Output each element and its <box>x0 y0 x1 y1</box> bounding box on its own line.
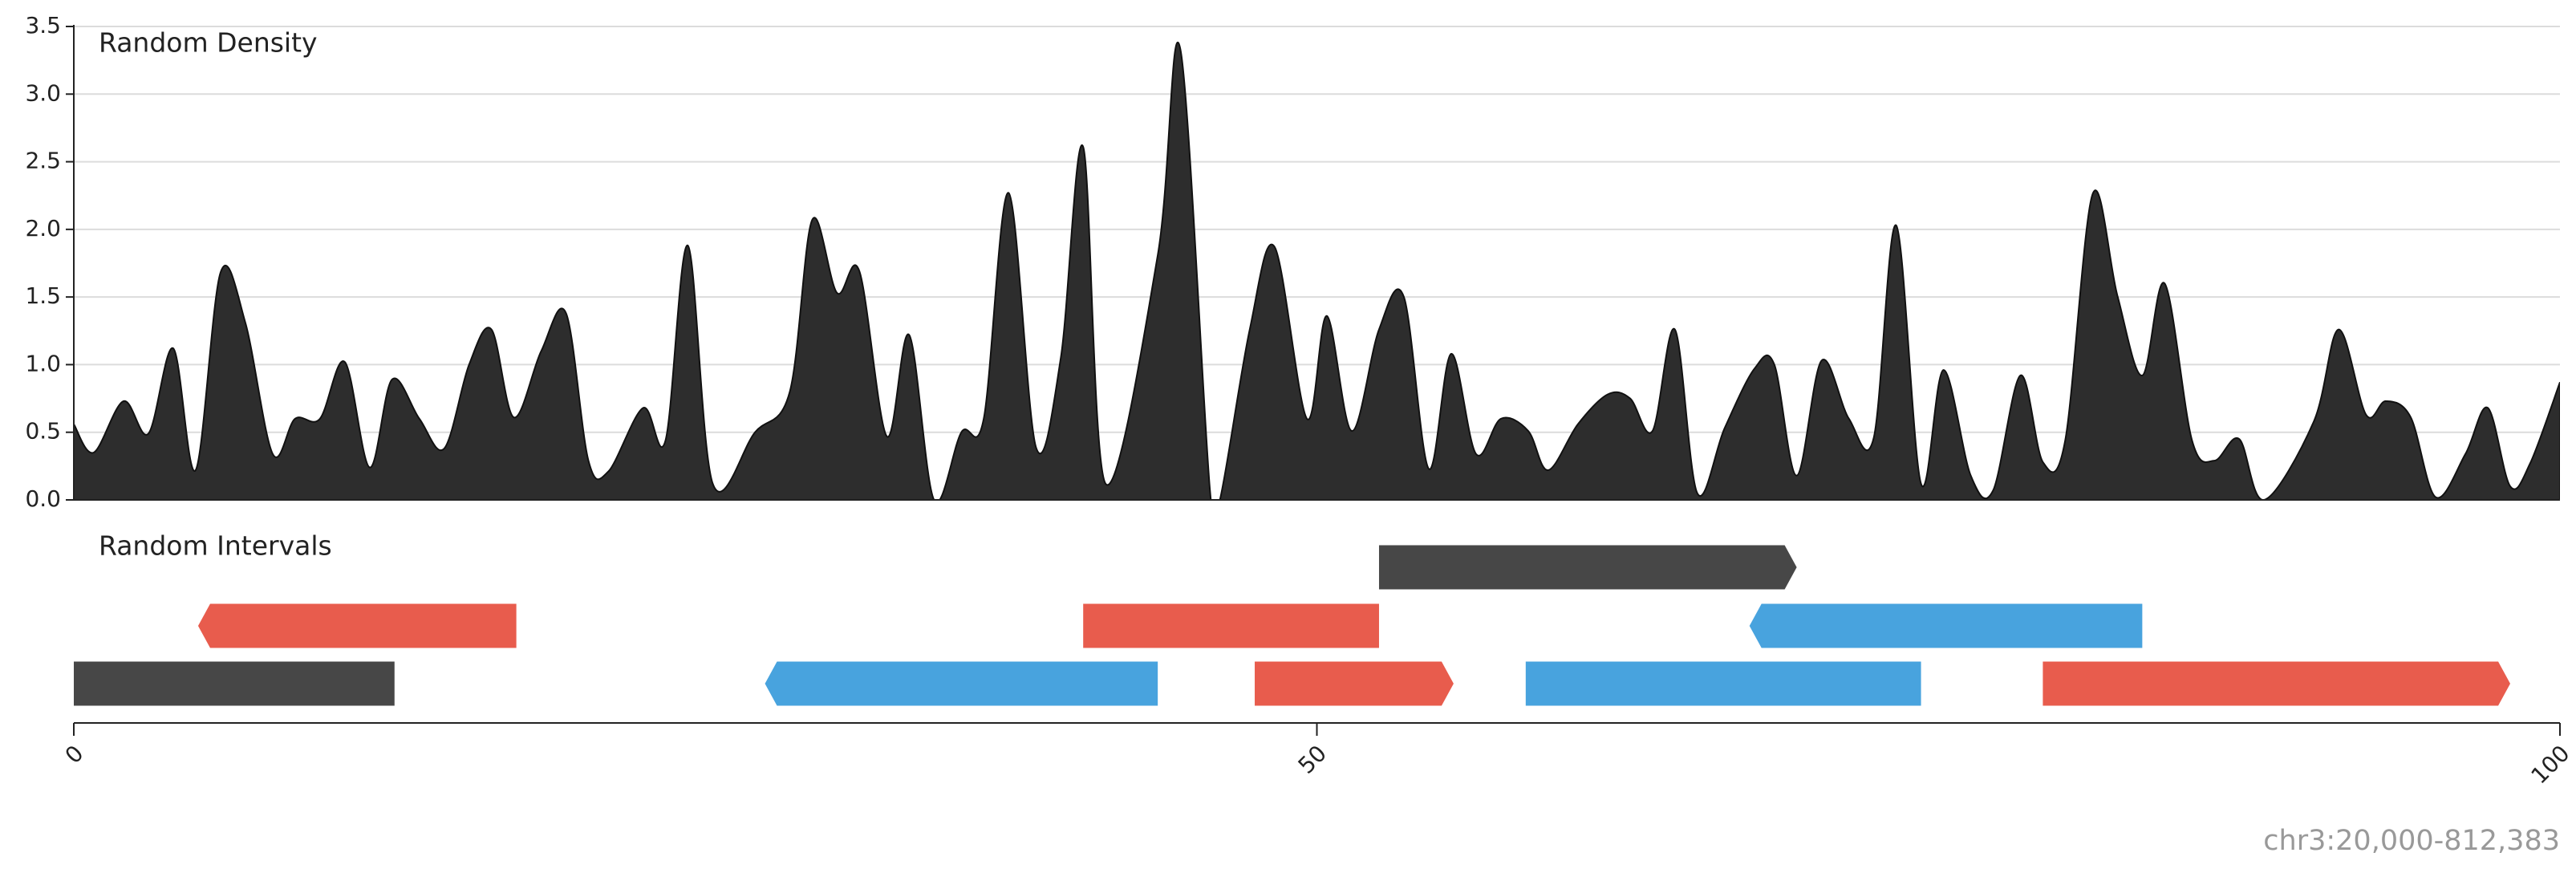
interval <box>1749 603 2143 648</box>
interval <box>1525 661 1921 706</box>
y-tick-label: 1.5 <box>25 282 61 309</box>
interval <box>2043 661 2511 706</box>
x-tick-label: 50 <box>1293 740 1333 779</box>
y-tick-label: 1.0 <box>25 350 61 376</box>
interval <box>1378 545 1797 590</box>
locus-label: chr3:20,000-812,383 <box>2263 825 2560 857</box>
interval <box>1083 603 1379 648</box>
y-tick-label: 2.5 <box>25 148 61 174</box>
y-tick-label: 0.0 <box>25 485 61 512</box>
x-tick-label: 0 <box>60 740 89 769</box>
track-title: Random Intervals <box>99 530 332 562</box>
y-tick-label: 3.0 <box>25 79 61 106</box>
interval <box>1255 661 1454 706</box>
density-area <box>74 41 2560 500</box>
y-tick-label: 3.5 <box>25 12 61 39</box>
interval <box>74 661 395 706</box>
track-title: Random Density <box>99 27 318 59</box>
y-tick-label: 2.0 <box>25 215 61 242</box>
interval <box>197 603 517 648</box>
x-tick-label: 100 <box>2525 740 2574 789</box>
interval <box>765 661 1158 706</box>
y-tick-label: 0.5 <box>25 418 61 445</box>
